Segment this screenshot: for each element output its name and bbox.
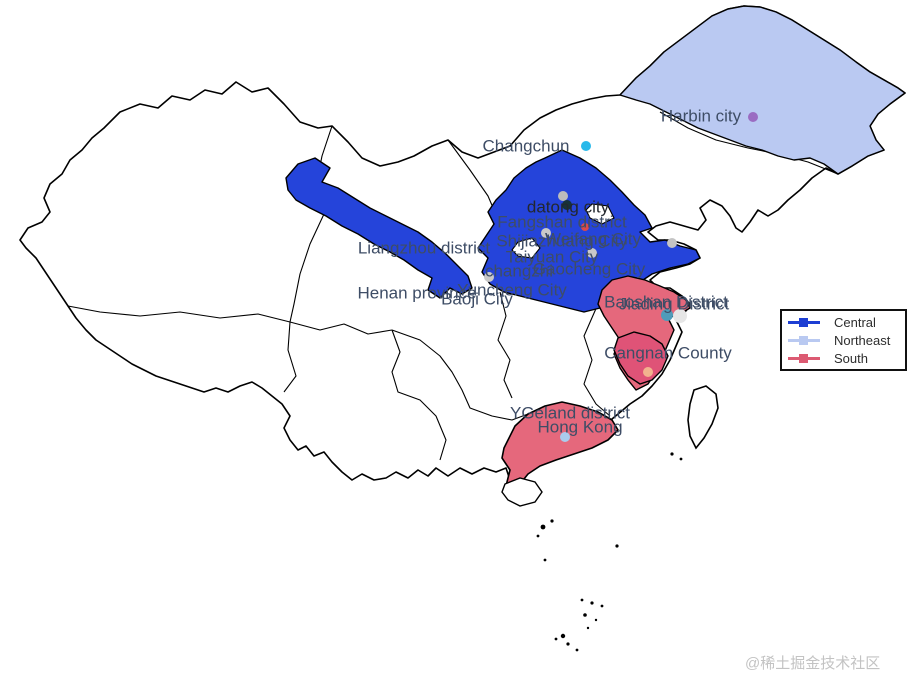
dark-dot-1-marker bbox=[562, 200, 572, 210]
city-markers-layer bbox=[484, 112, 758, 442]
island-specks bbox=[536, 452, 683, 652]
south-legend-marker-icon bbox=[788, 353, 820, 364]
northeast-legend-square bbox=[799, 335, 808, 345]
baoshan-district-label: Baoshan District bbox=[604, 292, 728, 312]
gray-dot-4-marker bbox=[484, 272, 494, 282]
liangzhou-district-label: Liangzhou district bbox=[357, 238, 491, 258]
fangshan-district-label: Fangshan district bbox=[497, 212, 627, 232]
white-dot-marker bbox=[673, 309, 687, 323]
hainan-island bbox=[501, 477, 543, 507]
region-central-gansu bbox=[285, 157, 473, 299]
changzhi-label: changzhi bbox=[484, 261, 554, 281]
jiading-district-label: Jiading District bbox=[618, 294, 730, 314]
ygeland-district-label: YGeland district bbox=[510, 403, 630, 423]
cluster-hole-1 bbox=[511, 237, 541, 259]
shijiazhuang-city-label: Shijiazhuang City bbox=[496, 231, 628, 251]
changchun-dot-marker bbox=[581, 141, 591, 151]
china-outline bbox=[19, 5, 906, 489]
hong-kong-label: Hong Kong bbox=[537, 417, 623, 437]
legend-item-central: Central bbox=[788, 315, 899, 330]
taiyuan-city-label: Taiyuan City bbox=[505, 247, 599, 267]
changchun-label: Changchun bbox=[482, 136, 570, 156]
red-dot-1-marker bbox=[581, 223, 589, 231]
region-cangnan bbox=[613, 331, 669, 385]
peach-dot-marker bbox=[643, 367, 653, 377]
cangnan-county-label: Cangnan County bbox=[604, 343, 732, 363]
legend-label-northeast: Northeast bbox=[834, 332, 891, 348]
henan-province-label: Henan province bbox=[357, 283, 477, 303]
legend-box: Central Northeast South bbox=[780, 309, 907, 371]
legend-label-central: Central bbox=[834, 314, 876, 330]
baoji-city-label: Baoji City bbox=[441, 289, 513, 309]
datong-city-label: datong city bbox=[526, 197, 610, 217]
region-south-guangdong bbox=[501, 401, 619, 495]
legend-label-south: South bbox=[834, 350, 868, 366]
legend-item-south: South bbox=[788, 351, 899, 366]
region-northeast bbox=[619, 5, 906, 175]
hongkong-dot-marker bbox=[560, 432, 570, 442]
harbin-city-label: Harbin city bbox=[660, 106, 742, 126]
south-legend-square bbox=[799, 353, 808, 363]
central-legend-square bbox=[799, 317, 808, 327]
gaocheng-city-label: Gaocheng City bbox=[532, 259, 646, 279]
central-legend-marker-icon bbox=[788, 317, 820, 328]
taiwan-island bbox=[687, 385, 719, 450]
gray-dot-3-marker bbox=[587, 248, 597, 258]
teal-dot-marker bbox=[661, 309, 673, 321]
yuncheng-city-label: Yuncheng City bbox=[457, 280, 567, 300]
cluster-hole-2 bbox=[585, 203, 615, 225]
gray-dot-2-marker bbox=[541, 228, 551, 238]
gray-dot-1-marker bbox=[558, 191, 568, 201]
gray-dot-5-marker bbox=[667, 238, 677, 248]
province-borders bbox=[67, 111, 839, 461]
watermark: @稀土掘金技术社区 bbox=[745, 655, 881, 672]
northeast-legend-marker-icon bbox=[788, 335, 820, 346]
harbin-dot-marker bbox=[748, 112, 758, 122]
weifang-city-label: Weifang City bbox=[544, 229, 642, 249]
legend-item-northeast: Northeast bbox=[788, 333, 899, 348]
